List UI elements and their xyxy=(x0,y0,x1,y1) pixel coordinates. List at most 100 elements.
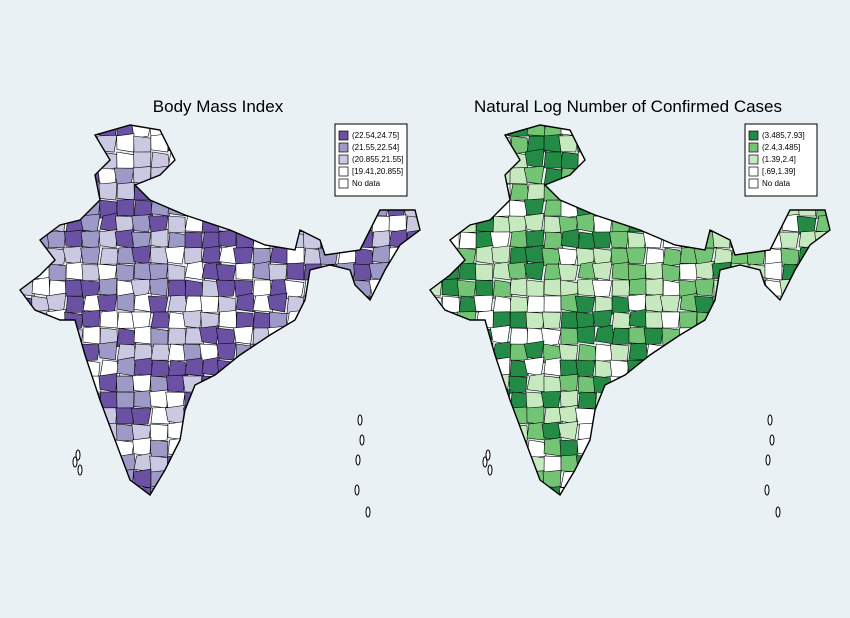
district xyxy=(30,471,50,491)
district xyxy=(65,391,87,411)
district xyxy=(199,325,220,345)
district xyxy=(423,232,442,250)
district xyxy=(235,357,254,377)
district xyxy=(833,312,850,328)
district xyxy=(542,469,562,489)
district xyxy=(303,183,325,201)
district xyxy=(645,183,664,202)
district xyxy=(423,374,440,392)
district xyxy=(303,439,325,457)
district xyxy=(337,469,356,489)
district xyxy=(473,198,494,217)
district xyxy=(62,375,84,393)
district xyxy=(148,125,169,137)
district xyxy=(286,407,307,428)
district xyxy=(662,183,682,202)
district xyxy=(713,167,733,186)
district xyxy=(48,484,68,495)
district xyxy=(234,166,254,185)
district xyxy=(441,278,460,297)
district xyxy=(184,439,205,459)
district xyxy=(575,183,596,202)
district xyxy=(458,231,479,250)
district xyxy=(370,359,390,380)
district xyxy=(814,279,830,299)
district xyxy=(679,439,699,457)
district xyxy=(98,277,118,297)
district xyxy=(268,373,288,393)
district xyxy=(184,357,205,377)
district xyxy=(475,439,496,457)
island xyxy=(775,506,781,518)
district xyxy=(576,325,596,345)
district xyxy=(833,166,850,184)
district xyxy=(167,197,187,217)
district xyxy=(558,486,579,495)
island xyxy=(357,414,363,426)
district xyxy=(80,468,101,489)
district xyxy=(745,455,766,474)
district xyxy=(781,294,800,313)
district xyxy=(303,341,324,361)
legend-swatch xyxy=(748,142,759,153)
legend-swatch xyxy=(748,166,759,177)
district xyxy=(626,359,647,377)
district xyxy=(456,373,477,393)
district xyxy=(458,439,477,458)
district xyxy=(593,471,613,492)
district xyxy=(252,375,273,396)
district xyxy=(62,343,84,363)
district xyxy=(149,439,169,458)
district xyxy=(31,135,51,154)
district xyxy=(693,181,715,201)
district xyxy=(20,423,33,443)
island xyxy=(487,464,493,476)
district xyxy=(184,422,206,441)
district xyxy=(833,264,850,282)
district xyxy=(798,327,817,346)
district xyxy=(475,373,496,393)
district xyxy=(509,327,529,345)
district xyxy=(662,439,684,457)
district xyxy=(747,199,767,220)
district xyxy=(285,358,305,377)
district xyxy=(611,487,631,495)
district xyxy=(318,247,339,266)
district xyxy=(492,405,511,425)
legend-label: (22.54,24.75] xyxy=(352,131,399,140)
district xyxy=(475,125,495,137)
district xyxy=(833,408,850,426)
district xyxy=(662,247,683,267)
district xyxy=(184,260,205,281)
district xyxy=(696,359,716,378)
district xyxy=(116,263,135,283)
district xyxy=(114,229,135,249)
district xyxy=(405,439,420,459)
district xyxy=(165,125,186,137)
district xyxy=(48,198,68,217)
district xyxy=(405,375,420,393)
district xyxy=(182,182,203,201)
district xyxy=(198,487,220,495)
district xyxy=(351,340,373,361)
district xyxy=(423,455,443,472)
district xyxy=(371,471,391,489)
district xyxy=(421,328,440,344)
district xyxy=(628,437,647,457)
district xyxy=(286,133,305,153)
district xyxy=(184,214,206,233)
district xyxy=(405,343,420,361)
district xyxy=(679,374,698,393)
district xyxy=(577,167,597,185)
district xyxy=(628,326,647,345)
district xyxy=(611,327,632,345)
district xyxy=(662,359,681,378)
district xyxy=(46,230,67,249)
district xyxy=(628,277,648,297)
district xyxy=(509,311,528,329)
district xyxy=(320,212,342,233)
district xyxy=(627,293,647,313)
district xyxy=(184,391,203,412)
map-panel: Body Mass Index (22.54,24.75] (21.55,22.54… xyxy=(19,97,443,518)
district xyxy=(642,230,664,249)
